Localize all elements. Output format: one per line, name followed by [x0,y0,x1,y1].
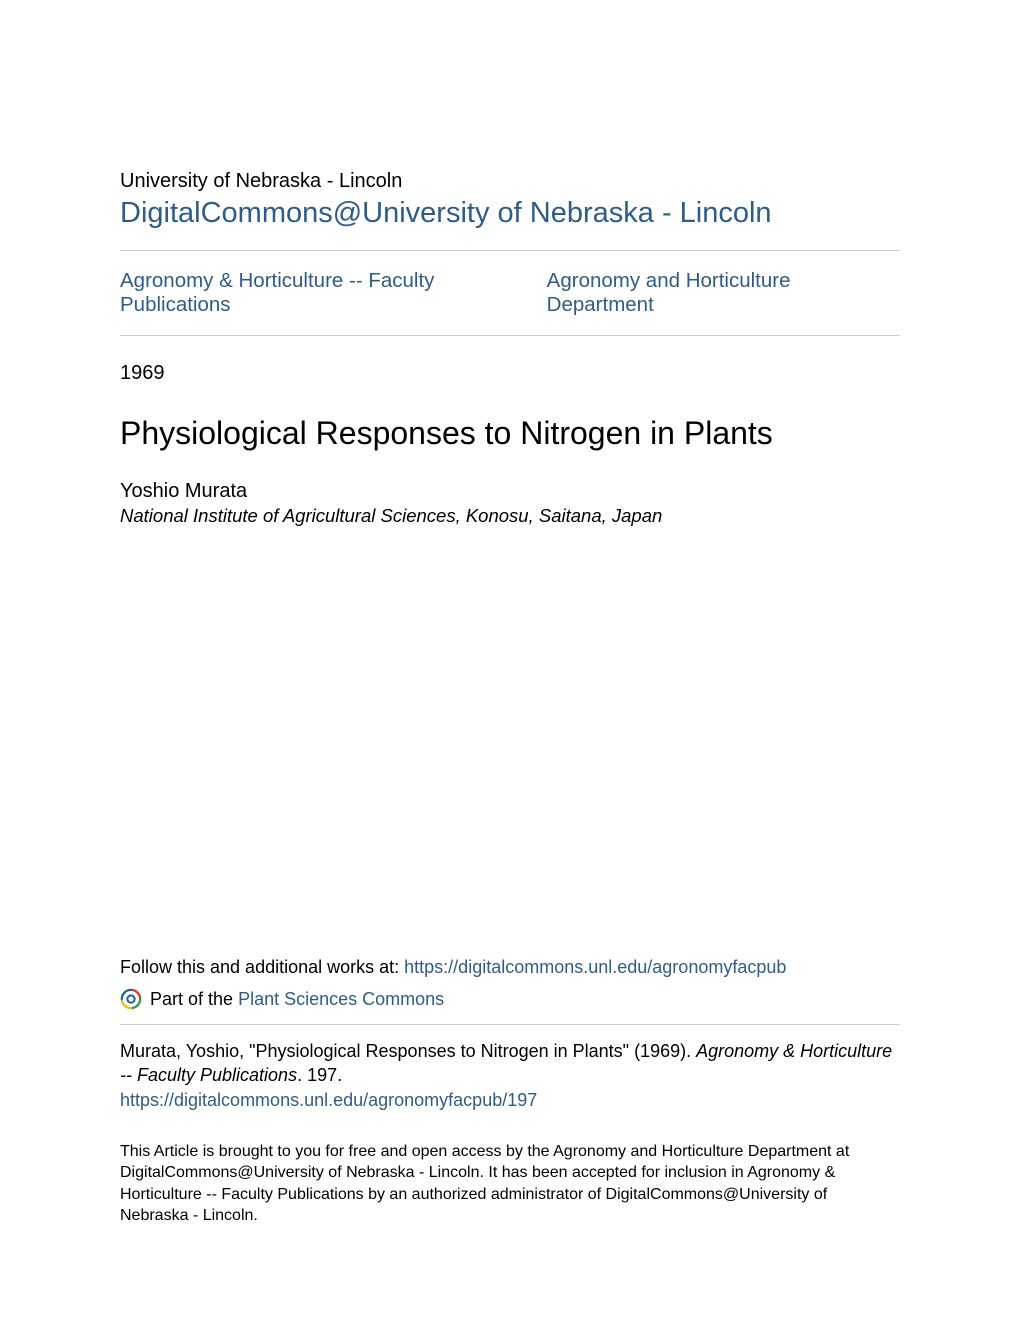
author-name: Yoshio Murata [120,480,900,503]
divider-citation [120,1024,900,1025]
citation-url[interactable]: https://digitalcommons.unl.edu/agronomyf… [120,1090,900,1111]
university-name: University of Nebraska - Lincoln [120,170,900,193]
article-title: Physiological Responses to Nitrogen in P… [120,415,900,452]
divider-top [120,250,900,251]
follow-works-text: Follow this and additional works at: htt… [120,957,900,978]
recommended-citation: Murata, Yoshio, "Physiological Responses… [120,1039,900,1088]
publication-year: 1969 [120,362,900,385]
repository-link[interactable]: DigitalCommons@University of Nebraska - … [120,197,900,230]
citation-text-1: Murata, Yoshio, "Physiological Responses… [120,1041,696,1061]
follow-prefix: Follow this and additional works at: [120,957,404,977]
commons-link[interactable]: Plant Sciences Commons [238,989,444,1009]
commons-text: Part of the Plant Sciences Commons [150,989,444,1010]
divider-bottom [120,335,900,336]
breadcrumb-nav: Agronomy & Horticulture -- Faculty Publi… [120,265,900,321]
follow-works-link[interactable]: https://digitalcommons.unl.edu/agronomyf… [404,957,786,977]
series-link[interactable]: Agronomy & Horticulture -- Faculty Publi… [120,269,547,317]
author-affiliation: National Institute of Agricultural Scien… [120,505,900,527]
access-disclaimer: This Article is brought to you for free … [120,1141,900,1227]
citation-text-2: . 197. [297,1065,342,1085]
commons-row: Part of the Plant Sciences Commons [120,988,900,1010]
department-link[interactable]: Agronomy and Horticulture Department [547,269,900,317]
commons-prefix: Part of the [150,989,238,1009]
network-icon [120,988,142,1010]
